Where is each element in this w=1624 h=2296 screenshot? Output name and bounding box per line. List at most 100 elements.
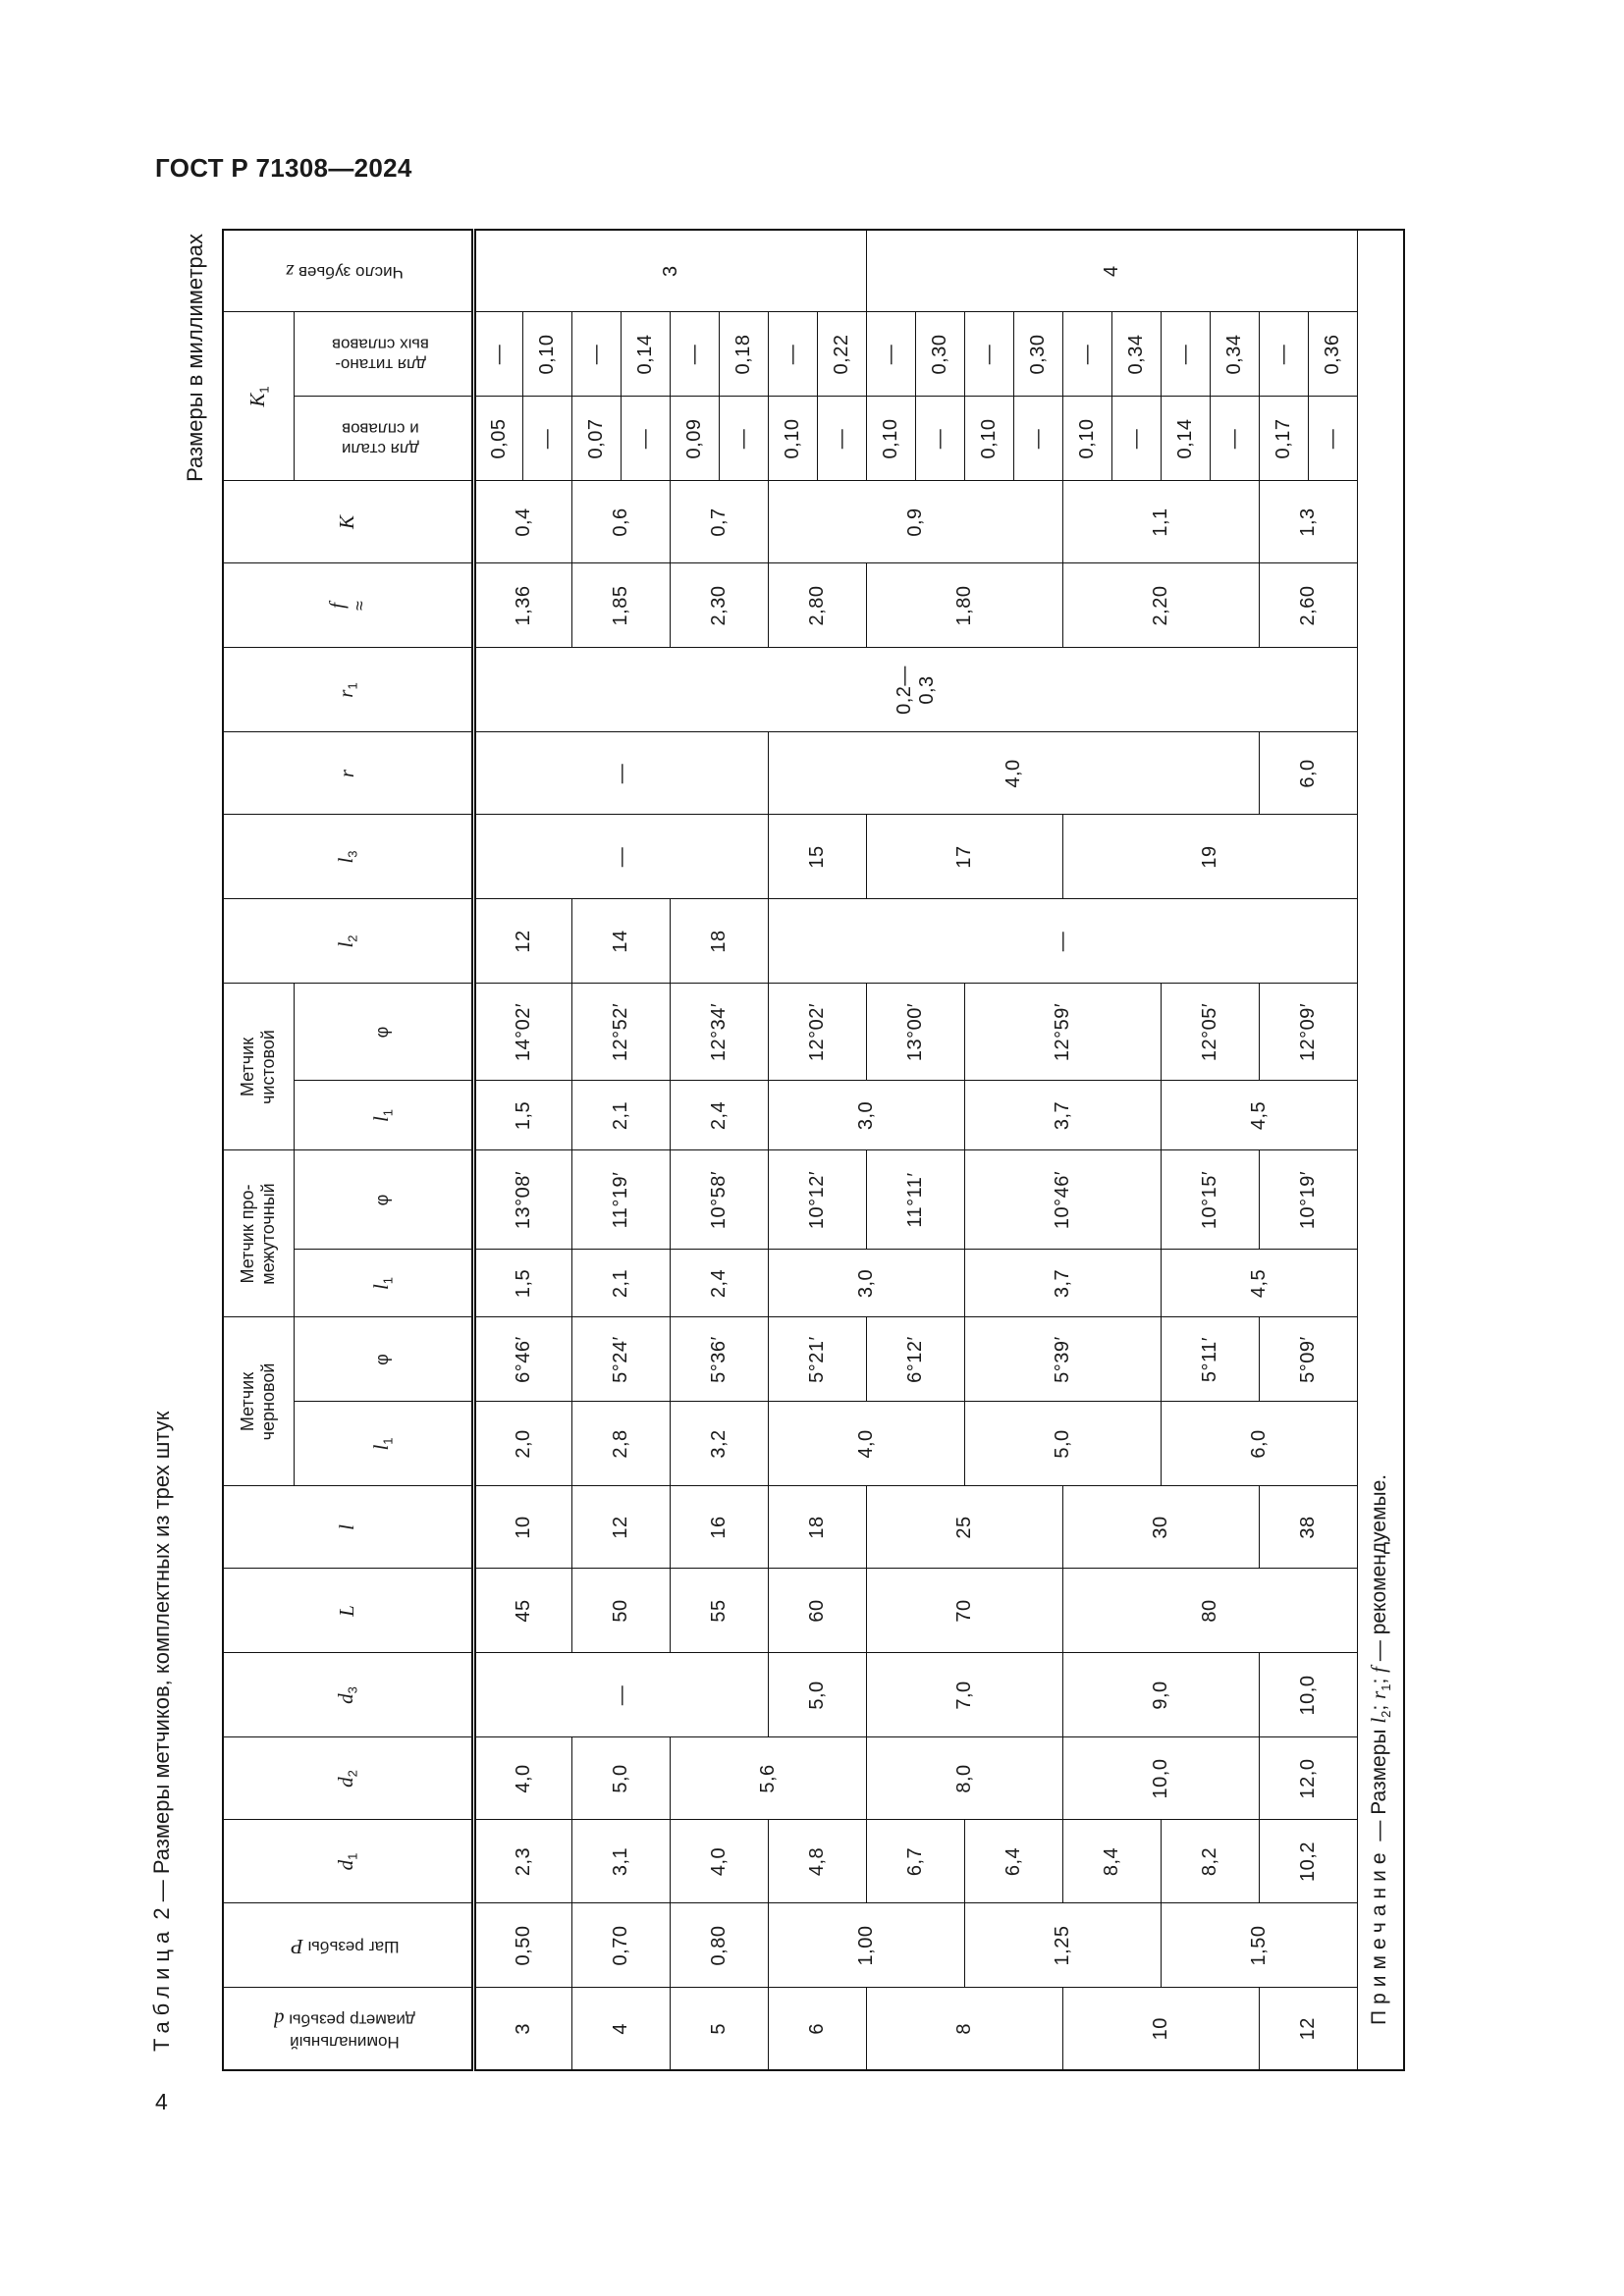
cell-d: 6 [768,1988,866,2070]
cell-K1-steel: 0,07 [571,396,621,481]
cell-l2: — [768,898,1357,984]
cell-d2: 12,0 [1259,1737,1357,1820]
cell-K1-steel: 0,10 [866,396,915,481]
cell-rough-l1: 4,0 [768,1402,964,1486]
cell-d1: 3,1 [571,1820,670,1903]
header-K: K [223,480,473,563]
cell-inter-phi: 13°08′ [473,1150,571,1250]
cell-l: 12 [571,1486,670,1569]
header-K1-titanium: для титано- вых сплавов [294,311,473,397]
cell-r1: 0,2— 0,3 [473,647,1357,732]
cell-fin-phi: 12°59′ [964,983,1161,1081]
cell-fin-l1: 2,4 [670,1081,768,1150]
header-finishing-phi: φ [294,983,473,1081]
cell-K1-steel: — [522,396,571,481]
cell-inter-phi: 10°15′ [1161,1150,1259,1250]
cell-d2: 5,6 [670,1737,866,1820]
cell-K1-ti: — [1259,311,1308,397]
cell-fin-l1: 1,5 [473,1081,571,1150]
cell-rough-phi: 5°36′ [670,1317,768,1402]
cell-fin-phi: 13°00′ [866,983,964,1081]
cell-d: 5 [670,1988,768,2070]
cell-K1-steel: 0,05 [473,396,522,481]
cell-K1-ti: — [670,311,719,397]
cell-fin-phi: 14°02′ [473,983,571,1081]
cell-f: 2,20 [1062,562,1259,648]
cell-r: — [473,731,768,815]
cell-inter-l1: 1,5 [473,1250,571,1317]
cell-K1-steel: 0,10 [964,396,1013,481]
header-K1: K1 [223,311,294,481]
cell-l: 38 [1259,1486,1357,1569]
cell-d3: 10,0 [1259,1653,1357,1737]
cell-K: 1,1 [1062,480,1259,563]
cell-fin-phi: 12°02′ [768,983,866,1081]
cell-d2: 10,0 [1062,1737,1259,1820]
cell-inter-l1: 3,7 [964,1250,1161,1317]
cell-fin-l1: 4,5 [1161,1081,1357,1150]
cell-rough-l1: 2,0 [473,1402,571,1486]
cell-P: 0,80 [670,1903,768,1988]
cell-rough-phi: 6°46′ [473,1317,571,1402]
cell-K1-steel: — [817,396,866,481]
cell-d3: — [473,1653,768,1737]
cell-d1: 4,0 [670,1820,768,1903]
cell-rough-phi: 6°12′ [866,1317,964,1402]
cell-l: 18 [768,1486,866,1569]
cell-K1-ti: 0,14 [621,311,670,397]
cell-rough-l1: 6,0 [1161,1402,1357,1486]
table-row: 4 0,70 3,1 5,0 50 12 2,8 5°24′ 2,1 11°19′ 2,1 12°52… [571,230,670,2070]
cell-d1: 10,2 [1259,1820,1357,1903]
cell-K1-ti: 0,30 [1013,311,1062,397]
cell-K1-ti: — [1161,311,1210,397]
cell-P: 1,50 [1161,1903,1357,1988]
page-number: 4 [155,2089,168,2114]
cell-K1-ti: — [571,311,621,397]
cell-K: 0,9 [768,480,1062,563]
cell-inter-l1: 4,5 [1161,1250,1357,1317]
header-intermediate-tap: Метчик про- межуточный [223,1150,294,1317]
cell-rough-phi: 5°09′ [1259,1317,1357,1402]
cell-K1-ti: 0,10 [522,311,571,397]
cell-d3: 7,0 [866,1653,1062,1737]
header-rough-tap: Метчик черновой [223,1317,294,1486]
table-row: 12 10,2 12,0 10,0 38 5°09′ 10°19′ 12°09′ 6,0 2,60… [1259,230,1357,2070]
cell-d3: 5,0 [768,1653,866,1737]
cell-d: 12 [1259,1988,1357,2070]
cell-l2: 18 [670,898,768,984]
header-r: r [223,731,473,815]
header-l: l [223,1486,473,1569]
header-rough-phi: φ [294,1317,473,1402]
cell-K1-ti: 0,30 [915,311,964,397]
cell-fin-l1: 2,1 [571,1081,670,1150]
cell-K1-steel: 0,10 [1062,396,1111,481]
cell-f: 2,30 [670,562,768,648]
cell-f: 1,85 [571,562,670,648]
cell-L: 70 [866,1569,1062,1653]
cell-rough-phi: 5°24′ [571,1317,670,1402]
cell-inter-phi: 10°58′ [670,1150,768,1250]
cell-inter-phi: 11°11′ [866,1150,964,1250]
cell-rough-l1: 3,2 [670,1402,768,1486]
header-d3: d3 [223,1653,473,1737]
cell-K: 0,6 [571,480,670,563]
cell-inter-phi: 10°46′ [964,1150,1161,1250]
cell-l3: 17 [866,814,1062,899]
cell-fin-phi: 12°05′ [1161,983,1259,1081]
cell-K1-ti: — [1062,311,1111,397]
cell-l2: 14 [571,898,670,984]
cell-fin-phi: 12°52′ [571,983,670,1081]
cell-d: 4 [571,1988,670,2070]
document-id: ГОСТ Р 71308—2024 [155,153,412,183]
header-nominal-diameter: Номинальный диаметр резьбы d [223,1988,473,2070]
cell-K1-steel: 0,17 [1259,396,1308,481]
cell-K1-steel: — [1210,396,1259,481]
header-r1: r1 [223,647,473,732]
table-row: 5 0,80 4,0 5,6 55 16 3,2 5°36′ 2,4 10°58′ 2,4 12°34… [670,230,866,2070]
cell-inter-l1: 2,1 [571,1250,670,1317]
cell-inter-phi: 11°19′ [571,1150,670,1250]
cell-d2: 4,0 [473,1737,571,1820]
cell-K1-ti: 0,34 [1111,311,1161,397]
cell-K1-steel: — [915,396,964,481]
cell-K1-steel: — [1308,396,1357,481]
